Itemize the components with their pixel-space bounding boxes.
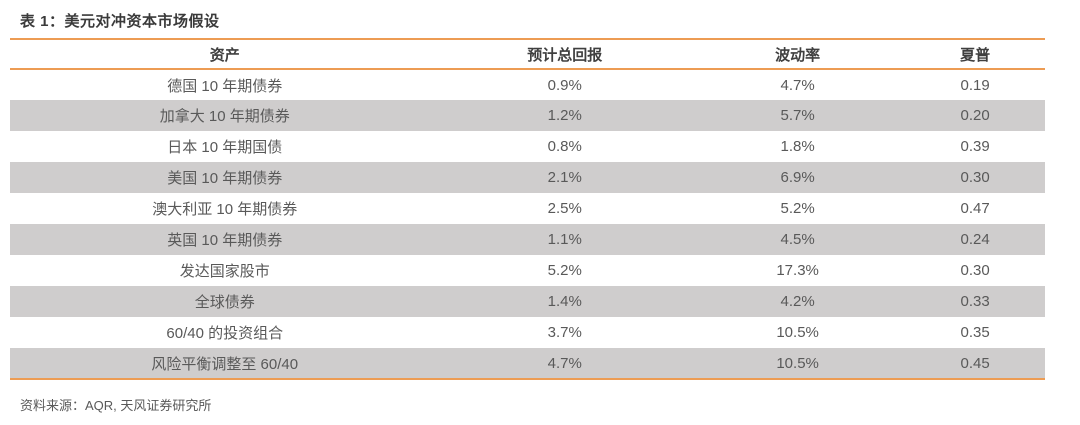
volatility-cell: 10.5%: [689, 348, 906, 380]
asset-cell: 德国 10 年期债券: [167, 77, 283, 95]
table-body: 德国 10 年期债券 0.9% 4.7% 0.19 加拿大 10 年期债券 1.…: [10, 69, 1045, 380]
sharpe-cell: 0.45: [905, 348, 1045, 380]
sharpe-cell: 0.24: [960, 231, 990, 248]
volatility-cell: 4.7%: [780, 76, 815, 94]
asset-cell: 美国 10 年期债券: [167, 170, 283, 187]
sharpe-cell: 0.20: [960, 107, 990, 124]
return-cell: 1.1%: [547, 231, 582, 248]
asset-cell: 全球债券: [194, 294, 255, 311]
asset-cell: 发达国家股市: [179, 263, 270, 280]
asset-cell: 风险平衡调整至 60/40: [10, 348, 440, 380]
return-cell: 0.8%: [547, 138, 582, 155]
table-row: 美国 10 年期债券 2.1% 6.9% 0.30: [10, 162, 1045, 193]
asset-cell: 日本 10 年期国债: [167, 139, 283, 156]
asset-cell: 60/40 的投资组合: [166, 325, 284, 342]
volatility-cell: 6.9%: [780, 169, 815, 186]
sharpe-cell: 0.47: [960, 200, 990, 217]
capital-market-assumptions-table: 资产 预计总回报 波动率 夏普 德国 10 年期债券 0.9% 4.7% 0.1…: [10, 38, 1045, 380]
column-header-return: 预计总回报: [439, 38, 690, 70]
table-row: 60/40 的投资组合 3.7% 10.5% 0.35: [10, 317, 1045, 348]
column-header-volatility: 波动率: [689, 38, 906, 70]
sharpe-cell: 0.30: [960, 169, 990, 186]
return-cell: 0.9%: [547, 76, 582, 94]
table-row: 英国 10 年期债券 1.1% 4.5% 0.24: [10, 224, 1045, 255]
table-row: 日本 10 年期国债 0.8% 1.8% 0.39: [10, 131, 1045, 162]
sharpe-cell: 0.35: [960, 324, 990, 341]
return-cell: 2.1%: [547, 169, 582, 186]
sharpe-cell: 0.30: [960, 262, 990, 279]
asset-cell: 英国 10 年期债券: [167, 232, 283, 249]
volatility-cell: 17.3%: [776, 262, 819, 279]
return-cell: 1.4%: [547, 293, 582, 310]
column-header-sharpe: 夏普: [905, 38, 1045, 70]
table-row: 澳大利亚 10 年期债券 2.5% 5.2% 0.47: [10, 193, 1045, 224]
asset-cell: 澳大利亚 10 年期债券: [152, 201, 298, 218]
return-cell: 2.5%: [547, 200, 582, 217]
volatility-cell: 10.5%: [776, 324, 819, 341]
return-cell: 3.7%: [547, 324, 582, 341]
asset-cell: 加拿大 10 年期债券: [159, 108, 290, 125]
table-row: 加拿大 10 年期债券 1.2% 5.7% 0.20: [10, 100, 1045, 131]
return-cell: 4.7%: [439, 348, 690, 380]
table-caption: 表 1：美元对冲资本市场假设: [20, 13, 220, 30]
table-header: 资产 预计总回报 波动率 夏普: [10, 38, 1045, 70]
volatility-cell: 5.2%: [780, 200, 815, 217]
table-row: 全球债券 1.4% 4.2% 0.33: [10, 286, 1045, 317]
volatility-cell: 1.8%: [780, 138, 815, 155]
return-cell: 5.2%: [547, 262, 582, 279]
volatility-cell: 4.2%: [780, 293, 815, 310]
sharpe-cell: 0.39: [960, 138, 990, 155]
source-note: 资料来源：AQR, 天风证券研究所: [20, 398, 212, 413]
header-row: 资产 预计总回报 波动率 夏普: [10, 38, 1045, 70]
sharpe-cell: 0.19: [960, 76, 990, 94]
volatility-cell: 4.5%: [780, 231, 815, 248]
table-row: 德国 10 年期债券 0.9% 4.7% 0.19: [10, 69, 1045, 100]
table-row: 风险平衡调整至 60/40 4.7% 10.5% 0.45: [10, 348, 1045, 380]
table-row: 发达国家股市 5.2% 17.3% 0.30: [10, 255, 1045, 286]
sharpe-cell: 0.33: [960, 293, 990, 310]
volatility-cell: 5.7%: [780, 107, 815, 124]
column-header-asset: 资产: [10, 38, 440, 70]
return-cell: 1.2%: [547, 107, 582, 124]
